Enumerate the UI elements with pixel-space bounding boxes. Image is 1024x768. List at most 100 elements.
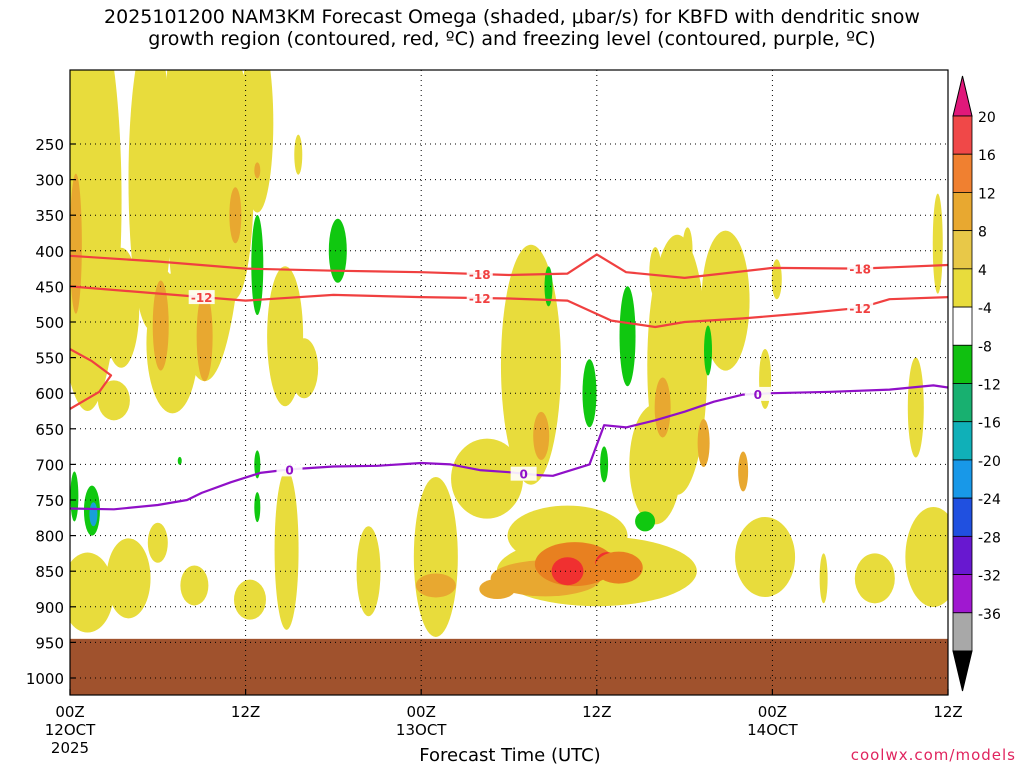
contour-label-bg [188,290,215,305]
omega-cell [254,162,261,179]
x-tick-date: 13OCT [396,721,447,739]
x-tick-date: 14OCT [747,721,798,739]
omega-cell [180,565,209,606]
axes: 250 300 350 400 450 500 550 600 650 700 750 800 850 9… [26,69,963,757]
omega-cell [932,193,943,294]
x-axis-label: Forecast Time (UTC) [419,745,601,766]
colorbar-segment [952,383,973,423]
omega-cell [479,579,516,599]
colorbar-label: -4 [978,301,992,317]
x-tick-date: 12OCT [45,721,96,739]
y-tick-label: 350 [35,207,64,225]
contour-label: 0 [754,388,762,402]
title-line-1: 2025101200 NAM3KM Forecast Omega (shaded… [104,6,920,28]
omega-cell [654,377,671,438]
contour-label-bg [847,300,874,315]
colorbar-segment [952,306,973,346]
omega-cell [600,446,609,483]
colorbar-bottom-arrow [952,650,973,692]
colorbar-segment [952,344,973,384]
colorbar-label: -20 [978,454,1001,470]
x-tick-label: 12Z [933,703,962,721]
omega-cell [819,553,828,604]
colorbar-segment [952,268,973,308]
contour-line [70,348,113,410]
y-tick-label: 1000 [26,670,64,688]
contour-label: 0 [285,463,293,477]
omega-cell [128,70,173,330]
colorbar-label: 4 [978,263,987,279]
x-tick-label: 12Z [582,703,611,721]
omega-cell [582,359,597,428]
chart-title: 2025101200 NAM3KM Forecast Omega (shaded… [0,6,1024,50]
omega-cell [692,0,700,53]
colorbar-label: 16 [978,148,996,164]
contour-label-bg [847,261,874,276]
ground-below-surface [70,638,948,695]
omega-cell [70,471,79,522]
omega-cell [147,522,168,563]
contour-label-bg [466,291,493,306]
colorbar-segment [952,535,973,575]
colorbar-label: -32 [978,569,1001,585]
y-tick-label: 800 [35,528,64,546]
colorbar-top-arrow [952,75,973,117]
contour-label: -12 [849,302,871,316]
omega-cell [177,456,182,465]
omega-cell [683,353,700,434]
omega-cell [70,552,114,633]
omega-cell [551,557,584,586]
omega-cell [533,411,550,460]
y-tick-label: 850 [35,563,64,581]
colorbar-label: -16 [978,416,1001,432]
omega-cell [544,266,553,307]
y-tick-label: 300 [35,172,64,190]
omega-cell [251,215,264,316]
omega-cell [152,280,169,371]
colorbar-segment [952,115,973,155]
colorbar-segment [952,612,973,652]
colorbar-segment [952,497,973,537]
contour-label-bg [744,386,771,401]
omega-cell [254,492,261,523]
y-tick-label: 550 [35,350,64,368]
omega-cell [294,134,303,175]
colorbar-label: -28 [978,530,1001,546]
colorbar-label: -8 [978,339,992,355]
y-tick-label: 950 [35,634,64,652]
omega-cell [328,218,347,283]
colorbar-label: -36 [978,607,1001,623]
colorbar-segment [952,421,973,461]
omega-cell [241,70,274,213]
omega-shading [70,0,948,637]
omega-cell [635,511,656,532]
source-credit[interactable]: coolwx.com/models [850,746,1016,764]
colorbar-label: -12 [978,378,1001,394]
contour-label: 0 [519,468,527,482]
x-tick-year: 2025 [51,739,89,757]
y-tick-label: 750 [35,492,64,510]
contour-line [70,253,948,279]
contour-line [70,285,948,329]
x-tick-label: 00Z [55,703,84,721]
colorbar-segment [952,230,973,270]
omega-cell [415,573,456,598]
omega-cell [771,259,782,300]
omega-cell [704,325,713,376]
contour-label: -12 [469,292,491,306]
contour-label-bg [510,466,537,481]
omega-cell [97,380,130,421]
y-tick-label: 600 [35,385,64,403]
contour-label: -12 [191,291,213,305]
plot-frame [69,69,949,696]
y-tick-label: 650 [35,421,64,439]
colorbar-segment [952,192,973,232]
omega-cell [103,247,140,368]
contour-label: -18 [469,268,491,282]
y-tick-label: 400 [35,243,64,261]
y-tick-label: 500 [35,314,64,332]
omega-cell [70,173,82,314]
colorbar-label: 8 [978,225,987,241]
omega-cell [254,450,261,479]
